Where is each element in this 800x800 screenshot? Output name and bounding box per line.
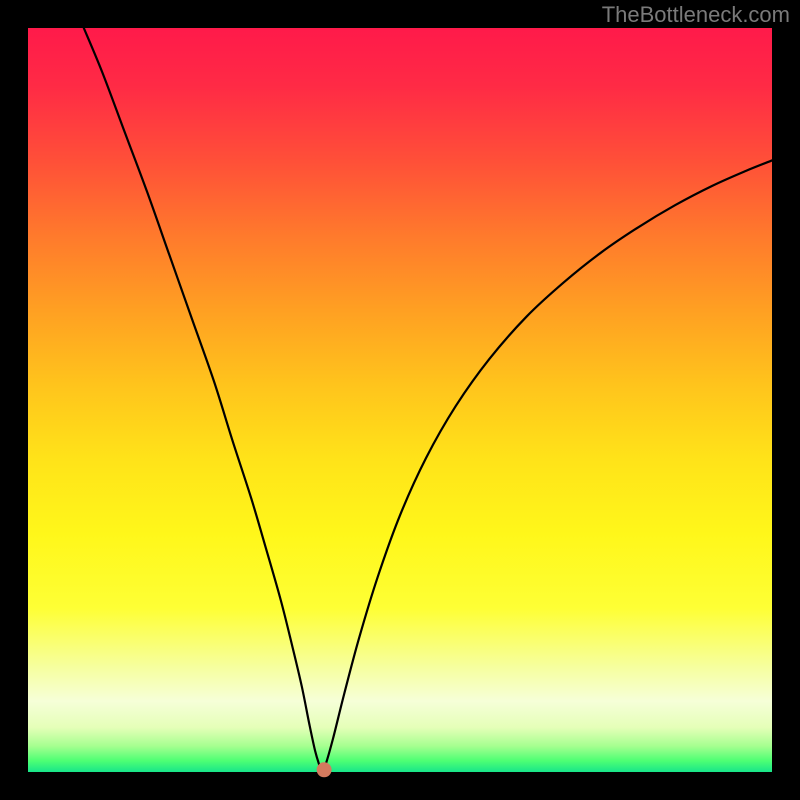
bottleneck-curve — [322, 160, 772, 772]
curve-overlay — [0, 0, 800, 800]
bottleneck-curve — [84, 28, 322, 772]
optimum-marker — [317, 763, 331, 777]
chart-frame: TheBottleneck.com — [0, 0, 800, 800]
watermark-text: TheBottleneck.com — [602, 2, 790, 28]
